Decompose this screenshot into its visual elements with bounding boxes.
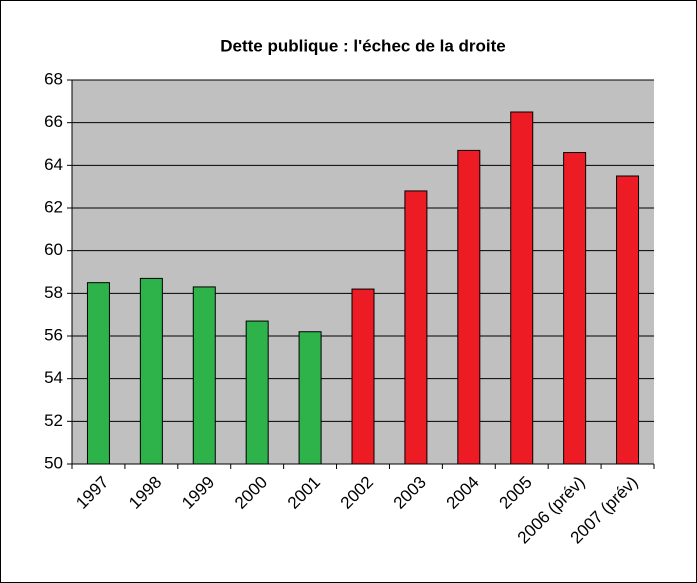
bar <box>616 175 640 465</box>
y-tick-label: 68 <box>44 69 63 88</box>
y-tick-label: 62 <box>44 197 63 216</box>
bar <box>404 190 428 465</box>
y-tick-label: 60 <box>44 240 63 259</box>
y-tick-label: 50 <box>44 453 63 472</box>
bar <box>457 149 481 465</box>
y-tick-label: 56 <box>44 325 63 344</box>
bar <box>563 152 587 465</box>
bar <box>298 331 322 465</box>
y-tick-label: 64 <box>44 155 63 174</box>
bar <box>510 111 534 465</box>
bar <box>245 320 269 465</box>
chart-title: Dette publique : l'échec de la droite <box>220 36 506 55</box>
y-tick-label: 52 <box>44 411 63 430</box>
bar <box>139 277 163 465</box>
bar <box>192 286 216 465</box>
y-tick-label: 66 <box>44 112 63 131</box>
y-tick-label: 54 <box>44 368 63 387</box>
y-tick-label: 58 <box>44 283 63 302</box>
bar <box>86 282 110 465</box>
bar <box>351 288 375 465</box>
